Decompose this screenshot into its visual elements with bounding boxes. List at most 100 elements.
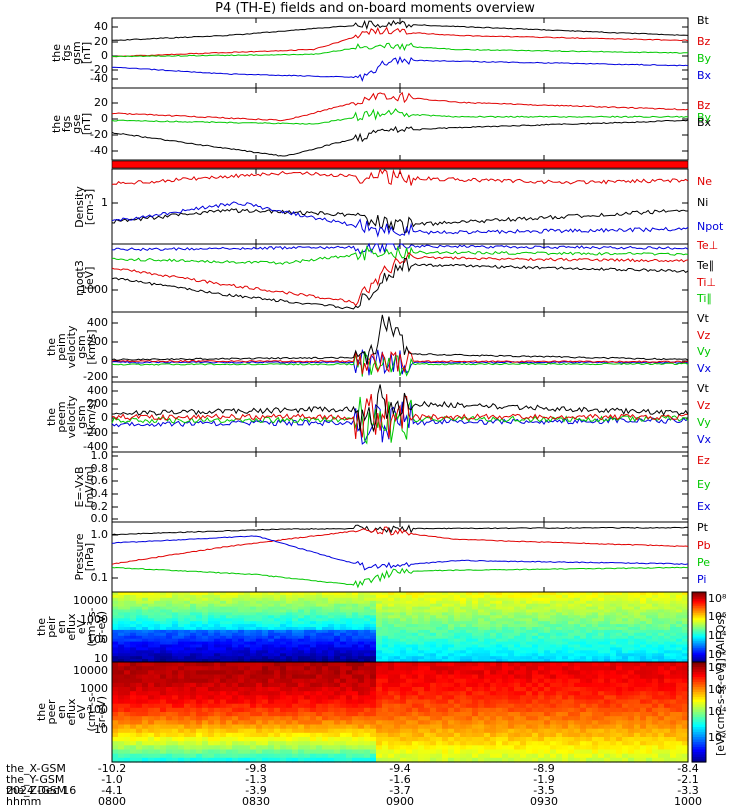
peer-spectrogram-cell <box>286 741 293 746</box>
peer-spectrogram-cell <box>508 704 515 709</box>
peer-spectrogram-cell <box>502 712 509 717</box>
peer-spectrogram-cell <box>448 745 455 750</box>
peer-spectrogram-cell <box>376 691 383 696</box>
peer-spectrogram-cell <box>418 662 425 667</box>
peer-spectrogram-cell <box>292 675 299 680</box>
peer-spectrogram-cell <box>358 670 365 675</box>
peer-spectrogram-cell <box>520 750 527 755</box>
peer-spectrogram-cell <box>676 754 683 759</box>
peer-spectrogram-cell <box>460 716 467 721</box>
peer-spectrogram-cell <box>646 700 653 705</box>
peer-spectrogram-cell <box>304 666 311 671</box>
peer-spectrogram-cell <box>394 720 401 725</box>
peer-spectrogram-cell <box>280 700 287 705</box>
peer-spectrogram-cell <box>196 700 203 705</box>
peer-spectrogram-cell <box>472 729 479 734</box>
peer-spectrogram-cell <box>472 687 479 692</box>
peir-spectrogram-cell <box>508 598 515 602</box>
peir-spectrogram-cell <box>154 598 161 602</box>
peir-spectrogram-cell <box>250 650 257 654</box>
peir-spectrogram-cell <box>580 633 587 637</box>
peer-spectrogram-cell <box>436 662 443 667</box>
peir-spectrogram-cell <box>148 615 155 619</box>
peir-spectrogram-cell <box>190 633 197 637</box>
peer-spectrogram-cell <box>670 675 677 680</box>
peer-spectrogram-cell <box>550 679 557 684</box>
peer-spectrogram-cell <box>508 662 515 667</box>
peer-spectrogram-cell <box>544 691 551 696</box>
peer-spectrogram-cell <box>640 700 647 705</box>
peer-spectrogram-cell <box>424 720 431 725</box>
peer-spectrogram-cell <box>604 666 611 671</box>
peer-spectrogram-cell <box>526 670 533 675</box>
peir-spectrogram-cell <box>352 633 359 637</box>
peir-spectrogram-cell <box>622 615 629 619</box>
peer-spectrogram-cell <box>610 720 617 725</box>
peir-spectrogram-cell <box>280 650 287 654</box>
peer-spectrogram-cell <box>610 675 617 680</box>
peer-spectrogram-cell <box>448 712 455 717</box>
peer-spectrogram-cell <box>460 670 467 675</box>
peir-spectrogram-cell <box>310 615 317 619</box>
peer-spectrogram-cell <box>580 704 587 709</box>
peer-spectrogram-cell <box>382 716 389 721</box>
peer-spectrogram-cell <box>244 683 251 688</box>
peer-spectrogram-cell <box>280 679 287 684</box>
peer-spectrogram-cell <box>430 708 437 713</box>
peer-spectrogram-cell <box>418 700 425 705</box>
peer-spectrogram-cell <box>298 700 305 705</box>
peer-spectrogram-cell <box>424 716 431 721</box>
peer-spectrogram-cell <box>502 741 509 746</box>
peir-spectrogram-cell <box>172 615 179 619</box>
peir-spectrogram-cell <box>574 650 581 654</box>
peer-spectrogram-cell <box>562 683 569 688</box>
peer-spectrogram-cell <box>622 691 629 696</box>
peer-spectrogram-cell <box>550 716 557 721</box>
peer-spectrogram-cell <box>490 745 497 750</box>
peer-spectrogram-cell <box>454 695 461 700</box>
legend-Ey: Ey <box>697 478 710 491</box>
peer-spectrogram-cell <box>592 720 599 725</box>
peir-spectrogram-cell <box>358 598 365 602</box>
peer-spectrogram-cell <box>448 704 455 709</box>
peer-spectrogram-cell <box>640 679 647 684</box>
peer-spectrogram-cell <box>184 733 191 738</box>
peer-spectrogram-cell <box>316 750 323 755</box>
peer-spectrogram-cell <box>232 708 239 713</box>
peer-spectrogram-cell <box>568 708 575 713</box>
peer-spectrogram-cell <box>226 716 233 721</box>
peer-spectrogram-cell <box>280 666 287 671</box>
peer-spectrogram-cell <box>322 691 329 696</box>
peir-spectrogram-cell <box>550 633 557 637</box>
peer-spectrogram-cell <box>352 741 359 746</box>
peer-spectrogram-cell <box>286 725 293 730</box>
peer-spectrogram-cell <box>274 754 281 759</box>
peer-spectrogram-cell <box>244 725 251 730</box>
peir-spectrogram-cell <box>568 598 575 602</box>
peer-spectrogram-cell <box>364 666 371 671</box>
peer-spectrogram-cell <box>478 733 485 738</box>
peir-spectrogram-cell <box>670 615 677 619</box>
peer-spectrogram-cell <box>208 670 215 675</box>
peer-spectrogram-cell <box>622 729 629 734</box>
peir-spectrogram-cell <box>136 615 143 619</box>
peer-spectrogram-cell <box>364 683 371 688</box>
peer-spectrogram-cell <box>394 725 401 730</box>
y-tick-label: 40 <box>68 20 108 33</box>
peer-spectrogram-cell <box>112 754 119 759</box>
peer-spectrogram-cell <box>592 691 599 696</box>
peer-spectrogram-cell <box>220 716 227 721</box>
peer-spectrogram-cell <box>400 725 407 730</box>
peer-spectrogram-cell <box>616 754 623 759</box>
peer-spectrogram-cell <box>442 695 449 700</box>
peer-spectrogram-cell <box>400 720 407 725</box>
peer-spectrogram-cell <box>646 683 653 688</box>
peer-spectrogram-cell <box>610 679 617 684</box>
peer-spectrogram-cell <box>178 708 185 713</box>
trace-temperature-2 <box>112 253 688 306</box>
peer-spectrogram-cell <box>238 716 245 721</box>
peer-spectrogram-cell <box>376 662 383 667</box>
peir-spectrogram-cell <box>112 650 119 654</box>
peer-spectrogram-cell <box>448 741 455 746</box>
